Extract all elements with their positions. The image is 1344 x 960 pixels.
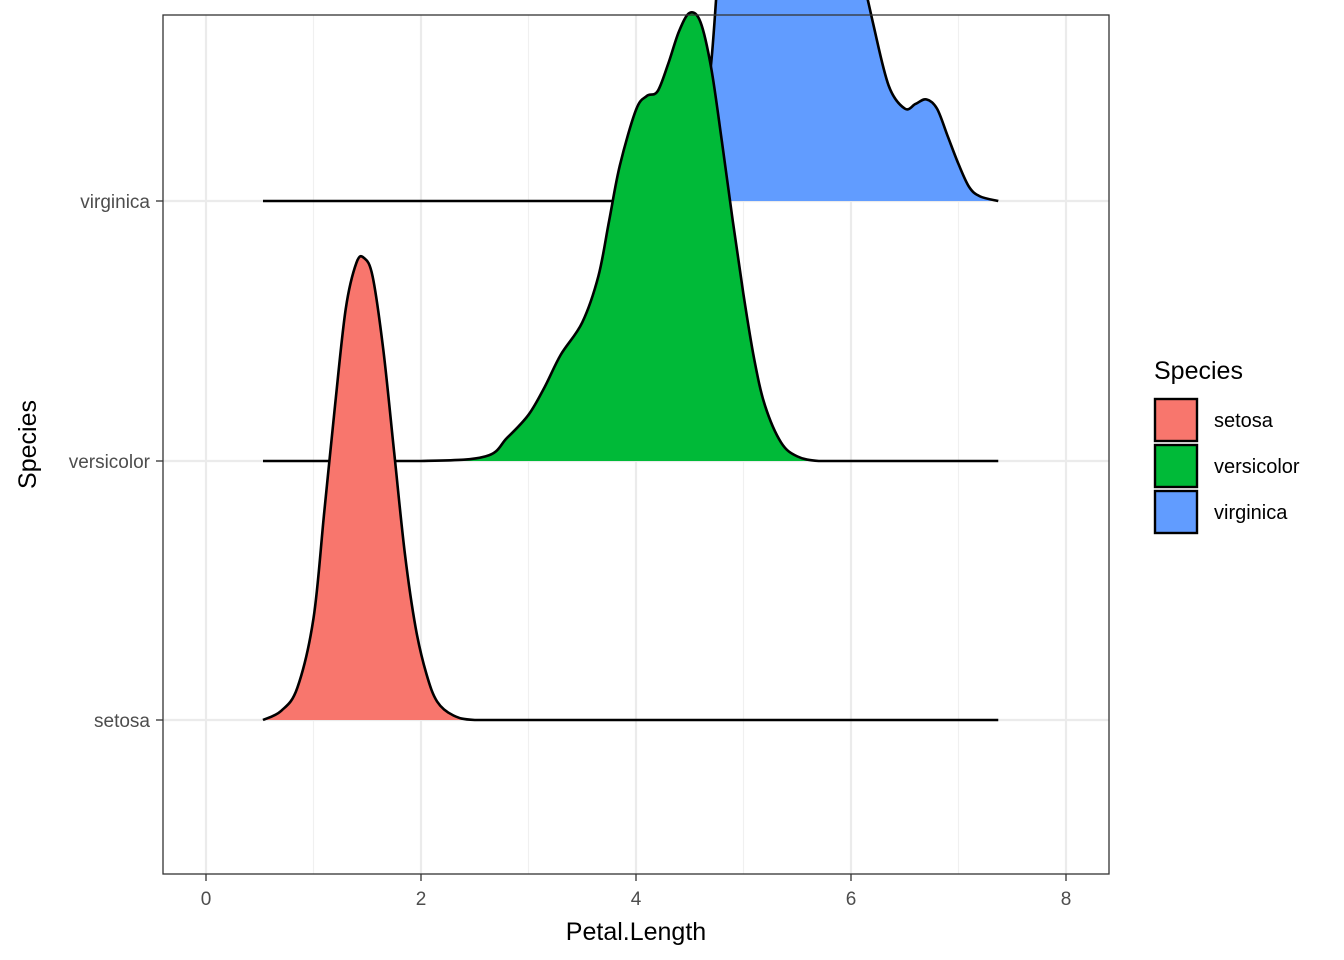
x-tick-label: 6 [846, 889, 857, 910]
ridge-setosa [262, 254, 999, 722]
x-axis: 0 2 4 6 8 [201, 874, 1072, 910]
legend-label-virginica: virginica [1214, 502, 1288, 524]
legend-title: Species [1154, 357, 1243, 385]
x-tick-label: 2 [416, 889, 427, 910]
ridge-fill-versicolor [262, 12, 999, 462]
x-tick-label: 8 [1061, 889, 1072, 910]
ridge-fill-virginica [262, 0, 999, 202]
y-tick-label: setosa [94, 711, 150, 732]
legend-label-versicolor: versicolor [1214, 456, 1300, 478]
density-ridges [262, 0, 999, 722]
legend-label-setosa: setosa [1214, 410, 1274, 432]
x-axis-title: Petal.Length [566, 918, 706, 946]
x-tick-label: 4 [631, 889, 642, 910]
y-tick-label: versicolor [69, 452, 151, 473]
legend: Species setosa versicolor virginica [1153, 357, 1300, 535]
ridge-outline-setosa [262, 254, 999, 722]
legend-key-virginica [1153, 489, 1199, 535]
x-tick-label: 0 [201, 889, 212, 910]
y-axis: setosa versicolor virginica [69, 192, 163, 732]
ridge-outline-versicolor [262, 11, 999, 463]
ridge-fill-setosa [262, 256, 999, 720]
ridge-versicolor [262, 11, 999, 463]
legend-key-setosa [1153, 397, 1199, 443]
y-tick-label: virginica [80, 192, 150, 213]
legend-key-versicolor [1153, 443, 1199, 489]
y-axis-title: Species [14, 400, 42, 489]
